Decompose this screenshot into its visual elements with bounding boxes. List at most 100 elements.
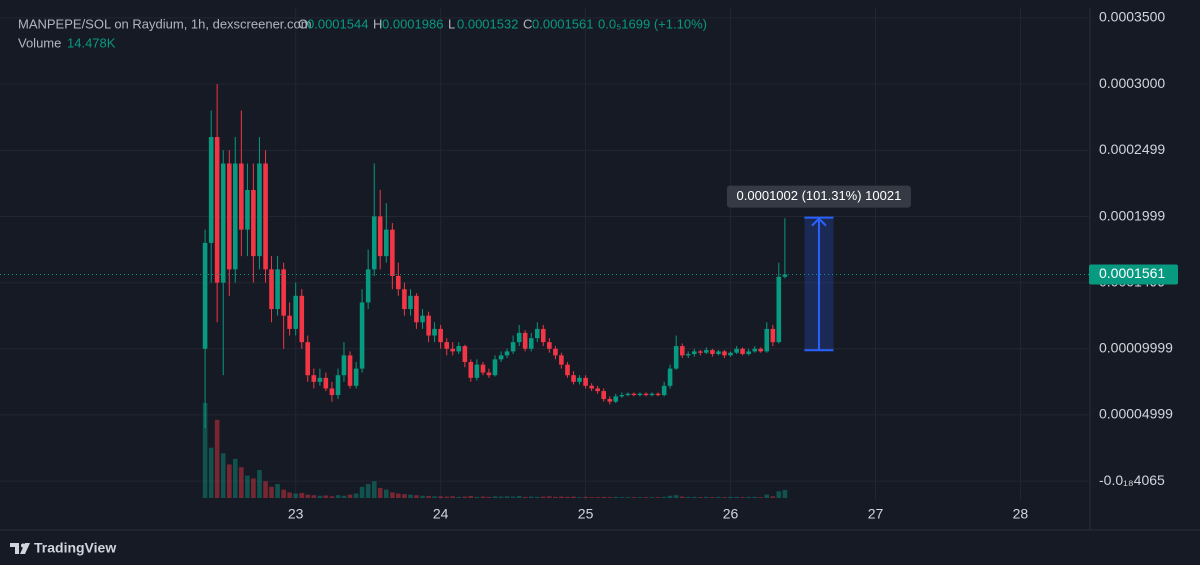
volume-value: 14.478K <box>67 35 116 50</box>
candle-body <box>540 328 546 343</box>
candle-body <box>776 276 782 343</box>
candle-body <box>764 328 770 352</box>
volume-bar <box>281 489 286 498</box>
volume-bar <box>637 497 643 498</box>
candle-body <box>782 274 788 277</box>
grid <box>0 8 1090 500</box>
volume-bar <box>667 495 673 498</box>
legend-value: 0.0001561 <box>532 16 593 31</box>
volume-bar <box>486 496 492 498</box>
volume-bar <box>220 453 226 498</box>
volume-bar <box>710 497 715 498</box>
volume-bar <box>691 496 697 498</box>
y-tick-label: -0.0₁₈4065 <box>1099 472 1165 488</box>
volume-bar <box>396 493 401 498</box>
candle-body <box>704 350 709 353</box>
brand-logo: TradingView <box>10 540 116 556</box>
candle-body <box>522 332 528 349</box>
volume-bar <box>365 484 371 498</box>
volume-bar <box>426 496 431 498</box>
volume-bar <box>299 492 305 498</box>
candle-body <box>202 242 208 349</box>
candle-body <box>444 342 450 349</box>
volume-bar <box>571 496 576 498</box>
volume-bar <box>589 497 594 498</box>
candle-body <box>504 351 510 356</box>
x-tick-label: 24 <box>433 506 449 522</box>
measure-label-box <box>726 185 911 208</box>
volume-bar <box>752 496 758 498</box>
candle-body <box>679 346 685 356</box>
legend-key: C <box>523 16 532 31</box>
volume-bar <box>323 495 329 498</box>
volume-bar <box>275 484 280 498</box>
candle-body <box>770 328 776 343</box>
volume-bar <box>377 487 383 498</box>
volume-bar <box>528 496 534 498</box>
volume-bar <box>420 495 425 498</box>
candle-body <box>625 393 631 396</box>
candle-body <box>710 350 715 355</box>
candle-body <box>577 377 582 382</box>
volume-bar <box>208 447 214 498</box>
volume-bar <box>474 496 480 498</box>
y-tick-label: 0.0001999 <box>1099 207 1165 223</box>
volume-layer <box>202 403 788 498</box>
candle-body <box>299 295 305 343</box>
candle-body <box>371 216 377 270</box>
legend-key: L <box>448 16 455 31</box>
y-tick-label: 0.0003500 <box>1099 9 1165 25</box>
candle-body <box>251 189 256 257</box>
candle-body <box>293 295 298 329</box>
candle-body <box>643 393 649 396</box>
volume-bar <box>245 475 250 498</box>
candle-body <box>227 163 232 270</box>
volume-bar <box>673 495 679 498</box>
price-label-box <box>1089 264 1178 285</box>
candle-body <box>698 351 703 353</box>
candle-body <box>245 189 250 230</box>
candle-body <box>691 351 697 355</box>
candle-body <box>420 315 425 323</box>
volume-bar <box>371 481 377 498</box>
volume-bar <box>607 497 613 498</box>
volume-bar <box>625 497 631 498</box>
candle-body <box>359 302 365 369</box>
volume-bar <box>540 496 546 498</box>
measure-arrowhead <box>811 217 827 227</box>
volume-bar <box>685 496 691 498</box>
candle-body <box>287 315 292 329</box>
candle-body <box>637 393 643 396</box>
volume-bar <box>734 496 739 498</box>
candle-body <box>220 163 226 283</box>
volume-bar <box>305 494 311 498</box>
candle-body <box>365 269 371 303</box>
candle-body <box>734 348 739 353</box>
legend-value: 0.0001986 <box>382 16 443 31</box>
y-tick-label: 0.00009999 <box>1099 339 1173 355</box>
y-tick-label: 0.0003000 <box>1099 75 1165 91</box>
x-tick-label: 27 <box>868 506 884 522</box>
logo-icon <box>10 543 30 554</box>
volume-bar <box>269 486 274 498</box>
candle-body <box>390 229 395 276</box>
price-label: 0.0001561 <box>1099 265 1165 281</box>
volume-bar <box>764 494 770 498</box>
candle-body <box>414 295 419 323</box>
candle-body <box>492 359 498 376</box>
candle-body <box>450 348 455 352</box>
candle-body <box>528 338 534 349</box>
candle-body <box>535 328 540 339</box>
candle-body <box>716 351 721 355</box>
volume-bar <box>698 497 703 498</box>
volume-bar <box>293 493 298 498</box>
legend-value: 0.0001532 <box>457 16 518 31</box>
volume-bar <box>522 496 528 498</box>
chart-title: MANPEPE/SOL on Raydium, 1h, dexscreener.… <box>18 16 312 31</box>
volume-bar <box>655 497 661 498</box>
volume-bar <box>232 458 238 498</box>
candle-body <box>305 342 311 376</box>
volume-bar <box>353 493 359 498</box>
volume-bar <box>438 496 443 498</box>
